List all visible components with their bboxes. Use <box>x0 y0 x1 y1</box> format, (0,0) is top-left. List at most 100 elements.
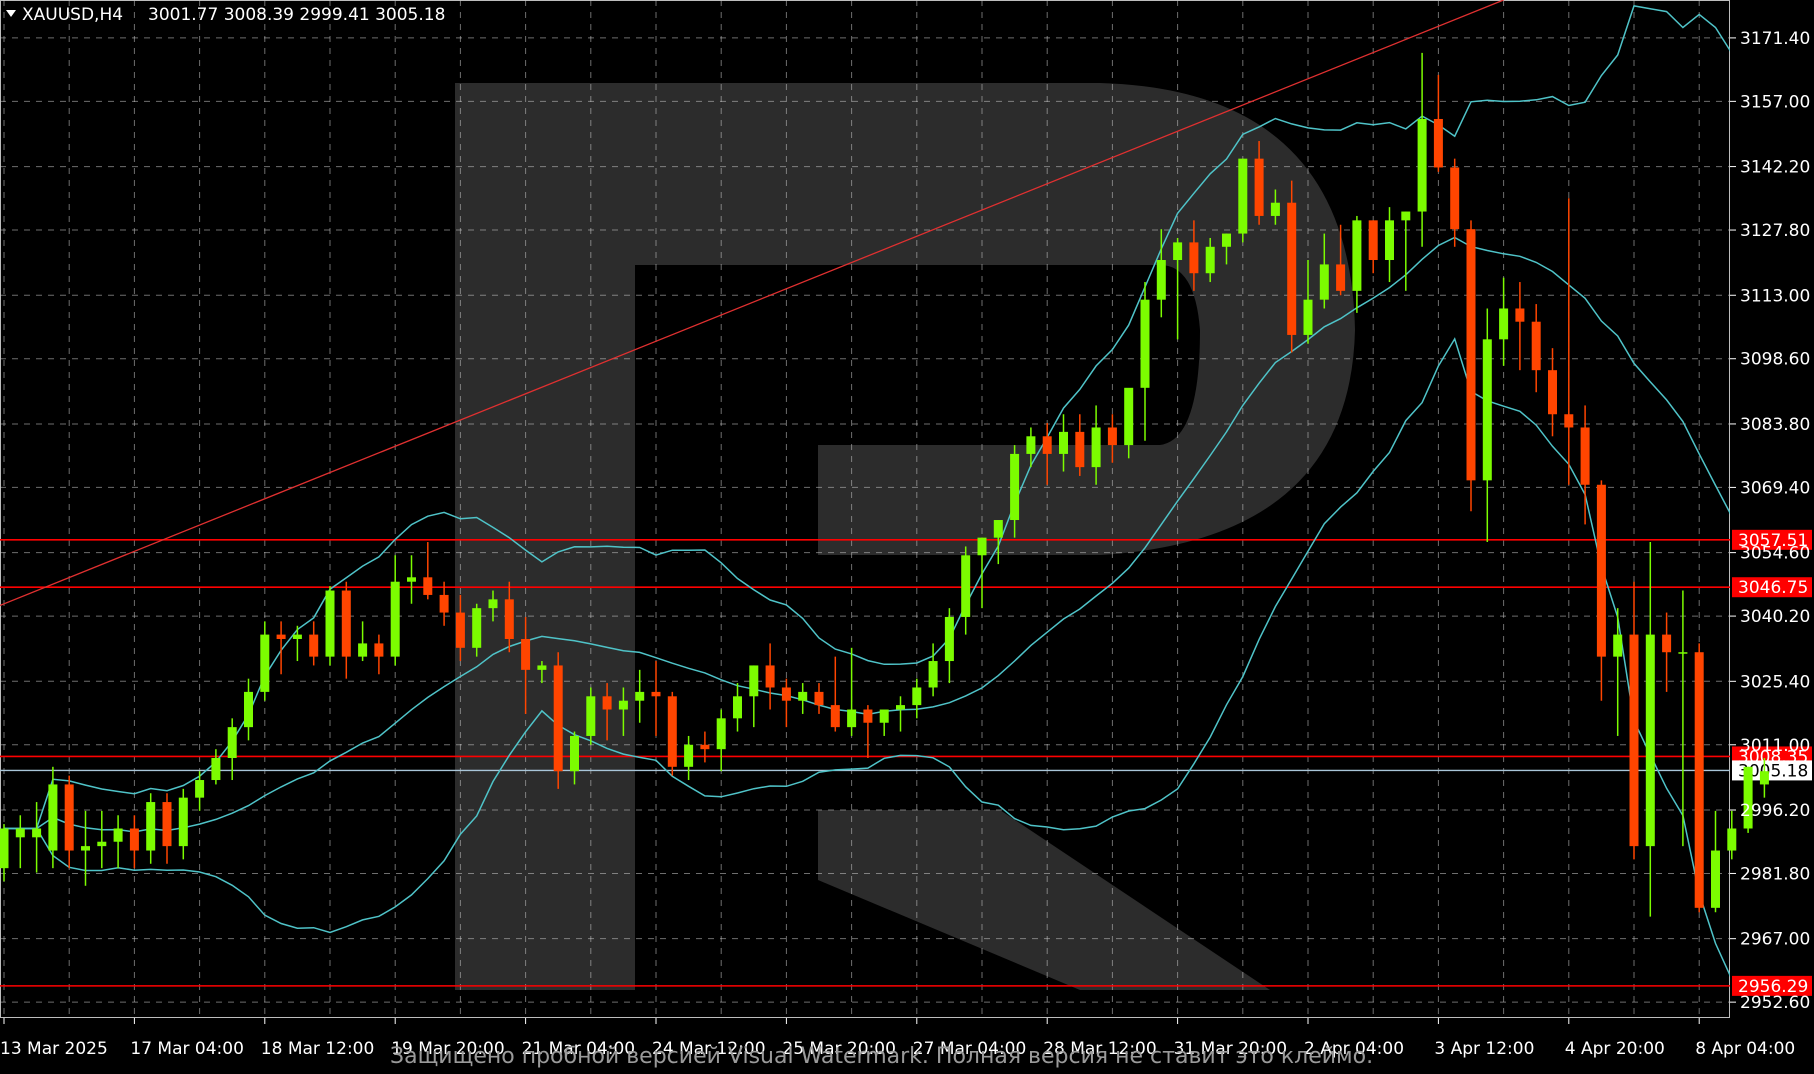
candle <box>961 546 971 635</box>
candle-body <box>733 696 742 719</box>
candle <box>1270 189 1280 225</box>
candle-body <box>749 665 759 697</box>
candle-body <box>521 639 531 670</box>
y-tick-label: 3040.20 <box>1740 607 1810 627</box>
candle-body <box>635 691 645 701</box>
candle-body <box>651 691 661 697</box>
candle-body <box>993 520 1003 538</box>
candle <box>1336 224 1346 296</box>
ohlc-readout: 3001.77 3008.39 2999.41 3005.18 <box>148 5 445 25</box>
x-tick-label: 24 Mar 12:00 <box>652 1039 766 1059</box>
candle <box>81 810 90 886</box>
candle-body <box>879 709 889 723</box>
candle-body <box>847 709 857 728</box>
candle-body <box>667 696 677 767</box>
candle-body <box>1107 427 1117 446</box>
candle-body <box>1629 634 1639 847</box>
candle <box>211 749 221 785</box>
candle <box>1385 207 1394 283</box>
symbol-label: XAUUSD,H4 <box>22 5 123 25</box>
candle-body <box>1140 299 1150 388</box>
x-tick-label: 19 Mar 20:00 <box>391 1039 505 1059</box>
candle <box>1613 608 1623 736</box>
candle-body <box>358 643 368 657</box>
x-tick-label: 2 Apr 04:00 <box>1304 1039 1404 1059</box>
candle-body <box>1075 431 1085 468</box>
candle-body <box>1662 634 1672 653</box>
y-tick-label: 3098.60 <box>1740 350 1810 370</box>
y-tick-label: 3054.60 <box>1740 544 1810 564</box>
chart-grid <box>0 0 1730 1018</box>
candle-body <box>798 691 808 701</box>
candle <box>1238 158 1248 243</box>
trial-watermark-text: Защищено пробной версией Visual Watermar… <box>390 1044 1373 1069</box>
candle <box>0 824 9 882</box>
candle-body <box>1385 220 1394 261</box>
candle-body <box>195 780 205 798</box>
candle <box>944 608 954 684</box>
candle <box>309 621 319 666</box>
candle-body <box>423 577 433 595</box>
candle <box>1694 643 1704 913</box>
candle <box>1466 220 1476 512</box>
candle <box>993 520 1003 565</box>
candle <box>1107 414 1117 463</box>
price-level-badge <box>1732 577 1812 598</box>
y-tick-label: 3113.00 <box>1740 286 1810 306</box>
trendline-group[interactable] <box>0 0 1504 610</box>
candle-body <box>1466 229 1476 481</box>
y-tick-label: 2967.00 <box>1740 930 1810 950</box>
candle-body <box>912 687 922 706</box>
rising-trendline[interactable] <box>0 0 1504 610</box>
candle <box>749 665 759 728</box>
candle-body <box>32 828 42 838</box>
candle <box>1678 590 1688 847</box>
candle-body <box>1482 339 1492 481</box>
candle-body <box>1205 246 1215 274</box>
candle-body <box>1727 828 1737 851</box>
candle-body <box>570 735 579 772</box>
candle-body <box>1433 118 1443 168</box>
candle <box>455 594 465 662</box>
candle <box>618 687 628 736</box>
triangle-down-icon[interactable] <box>6 10 16 17</box>
candle <box>1352 215 1362 313</box>
candle <box>260 621 270 701</box>
candle-body <box>684 744 694 767</box>
candle-body <box>1499 308 1509 340</box>
candle-body <box>1222 233 1231 247</box>
candle <box>1580 405 1590 525</box>
candle <box>635 669 645 723</box>
time-axis: 13 Mar 2025 17 Mar 04:00 18 Mar 12:00 19 Ma… <box>0 1018 1795 1059</box>
candle-body <box>407 577 416 582</box>
x-tick-label: 8 Apr 04:00 <box>1695 1039 1795 1059</box>
candle <box>1368 220 1378 274</box>
plot-frame <box>0 0 1730 1018</box>
candle-body <box>341 590 351 657</box>
candle <box>1548 348 1557 437</box>
y-tick-label: 3142.20 <box>1740 158 1810 178</box>
candle-body <box>586 696 596 736</box>
candle <box>1711 810 1720 913</box>
candle <box>1319 233 1329 309</box>
candle-body <box>0 828 9 869</box>
candle-body <box>472 608 482 648</box>
candle-body <box>1368 220 1378 261</box>
candle-body <box>1711 850 1720 908</box>
candle <box>1564 198 1574 485</box>
candle-body <box>863 709 873 723</box>
candle <box>1433 74 1443 172</box>
candle <box>1010 445 1020 538</box>
candle-body <box>1417 118 1427 212</box>
y-tick-label: 2996.20 <box>1740 801 1810 821</box>
candle-body <box>227 727 237 758</box>
candle-body <box>1319 264 1329 300</box>
y-tick-label: 3127.80 <box>1740 221 1810 241</box>
candle <box>1140 282 1150 441</box>
candle-body <box>1548 370 1557 415</box>
candle <box>1075 414 1085 476</box>
candle-body <box>716 718 726 750</box>
candle <box>1759 757 1769 798</box>
